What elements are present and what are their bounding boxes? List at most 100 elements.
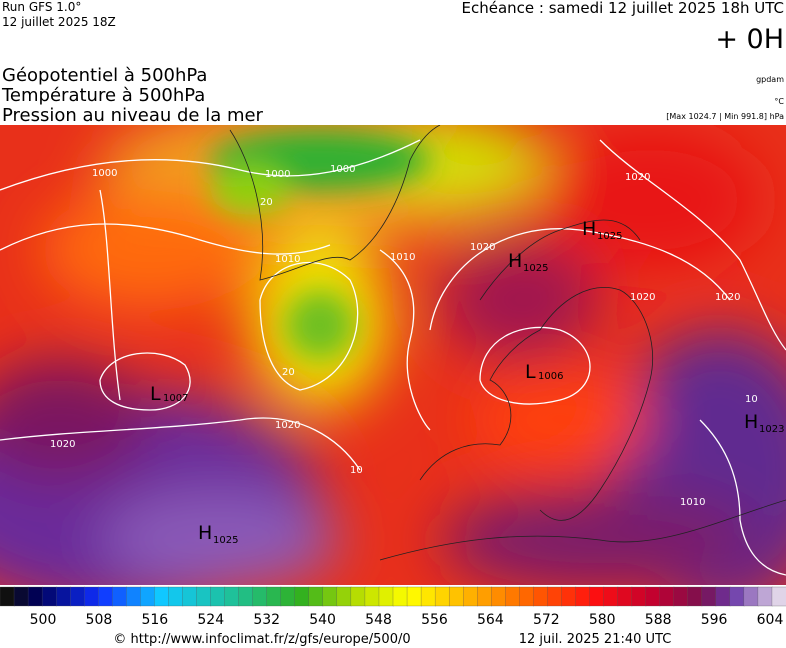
- colorbar-swatch: [126, 586, 142, 607]
- contour-label: 1020: [470, 242, 495, 253]
- colorbar-swatch: [27, 586, 43, 607]
- contour-label: 1020: [715, 292, 740, 303]
- colorbar-swatch: [266, 586, 282, 607]
- colorbar-label: 524: [197, 612, 224, 628]
- colorbar-swatch: [687, 586, 703, 607]
- colorbar-swatch: [392, 586, 408, 607]
- colorbar-label: 548: [365, 612, 392, 628]
- colorbar-swatch: [196, 586, 212, 607]
- contour-label: 1020: [50, 439, 75, 450]
- colorbar-swatch: [294, 586, 310, 607]
- colorbar-swatch: [70, 586, 85, 607]
- unit-label: gpdam: [756, 75, 784, 84]
- contour-label: 1000: [265, 169, 290, 180]
- colorbar-label: 540: [309, 612, 336, 628]
- contour-label: 1010: [680, 497, 705, 508]
- colorbar-swatch: [757, 586, 773, 607]
- colorbar-swatch: [701, 586, 717, 607]
- colorbar-swatch: [84, 586, 99, 607]
- contour-label: 1010: [275, 254, 300, 265]
- title: Géopotentiel à 500hPa: [2, 65, 207, 86]
- colorbar-swatch: [533, 586, 549, 607]
- contour-label: 20: [260, 197, 273, 208]
- contour-label: 1010: [390, 252, 415, 263]
- colorbar-label: 604: [757, 612, 784, 628]
- contour-label: 1020: [630, 292, 655, 303]
- colorbar-swatch: [463, 586, 478, 607]
- unit-label: [Max 1024.7 | Min 991.8] hPa: [666, 112, 784, 121]
- colorbar-label: 556: [421, 612, 448, 628]
- colorbar-swatch: [645, 586, 661, 607]
- pressure-center-value: 1023: [759, 424, 784, 435]
- contour-label: 10: [350, 465, 363, 476]
- colorbar-label: 532: [253, 612, 280, 628]
- colorbar-swatch: [364, 586, 380, 607]
- pressure-center-value: 1025: [597, 231, 622, 242]
- colorbar-swatch: [322, 586, 338, 607]
- colorbar-swatch: [491, 586, 506, 607]
- colorbar-label: 500: [30, 612, 57, 628]
- colorbar-label: 580: [589, 612, 616, 628]
- colorbar-swatch: [280, 586, 296, 607]
- colorbar-label: 516: [141, 612, 168, 628]
- contour-label: 1000: [92, 168, 117, 179]
- colorbar-label: 588: [645, 612, 672, 628]
- title: Température à 500hPa: [1, 85, 205, 106]
- colorbar-swatch: [406, 586, 422, 607]
- contour-label: 20: [282, 367, 295, 378]
- colorbar-swatch: [631, 586, 647, 607]
- colorbar-swatch: [154, 586, 170, 607]
- colorbar-label: 564: [477, 612, 504, 628]
- contour-label: 1020: [275, 420, 300, 431]
- colorbar-swatch: [350, 586, 366, 607]
- colorbar-swatch: [448, 586, 464, 607]
- colorbar-swatch: [336, 586, 352, 607]
- colorbar-label: 572: [533, 612, 560, 628]
- pressure-center-letter: H: [582, 218, 596, 240]
- run-label: Run GFS 1.0°: [2, 0, 81, 14]
- colorbar-label: 596: [701, 612, 728, 628]
- colorbar-swatch: [673, 586, 689, 607]
- pressure-center-value: 1025: [523, 263, 548, 274]
- colorbar-swatch: [519, 586, 535, 607]
- colorbar-swatch: [743, 586, 759, 607]
- colorbar-swatch: [771, 586, 786, 607]
- colorbar-swatch: [505, 586, 520, 607]
- pressure-centers: H 1025 H 1025 L 1006 L 1007 H 1023 H 102…: [150, 218, 784, 546]
- pressure-center-letter: H: [198, 522, 212, 544]
- pressure-center-value: 1007: [163, 393, 188, 404]
- colorbar-swatch: [224, 586, 240, 607]
- colorbar-swatch: [561, 586, 577, 607]
- pressure-center-letter: L: [525, 361, 536, 383]
- colorbar-swatch: [715, 586, 731, 607]
- source-url: © http://www.infoclimat.fr/z/gfs/europe/…: [113, 632, 410, 647]
- generated-time: 12 juil. 2025 21:40 UTC: [519, 632, 672, 647]
- contour-label: 1020: [625, 172, 650, 183]
- title: Pression au niveau de la mer: [2, 105, 264, 126]
- colorbar-swatch: [729, 586, 745, 607]
- colorbar-swatch: [420, 586, 436, 607]
- colorbar-swatch: [547, 586, 563, 607]
- colorbar-swatch: [0, 586, 15, 607]
- colorbar-swatch: [98, 586, 113, 607]
- colorbar-swatch: [41, 586, 57, 607]
- forecast-offset: + 0H: [715, 24, 784, 55]
- colorbar-swatch: [477, 586, 492, 607]
- contour-label: 10: [745, 394, 758, 405]
- colorbar-swatch: [210, 586, 226, 607]
- pressure-center-letter: H: [508, 250, 522, 272]
- colorbar-swatch: [168, 586, 184, 607]
- colorbar-swatch: [55, 586, 71, 607]
- map: 1000 1000 1000 1010 1010 1020 1020 1020 …: [0, 125, 786, 585]
- colorbar: 500 508 516 524 532 540 548 556 564 572 580 588 596 6…: [0, 586, 786, 628]
- run-date: 12 juillet 2025 18Z: [2, 15, 116, 29]
- unit-label: °C: [774, 97, 784, 106]
- colorbar-swatch: [617, 586, 633, 607]
- pressure-center-value: 1006: [538, 371, 563, 382]
- contour-label: 1000: [330, 164, 355, 175]
- colorbar-swatch: [140, 586, 156, 607]
- pressure-center-letter: H: [744, 411, 758, 433]
- pressure-center-value: 1025: [213, 535, 238, 546]
- colorbar-swatch: [378, 586, 394, 607]
